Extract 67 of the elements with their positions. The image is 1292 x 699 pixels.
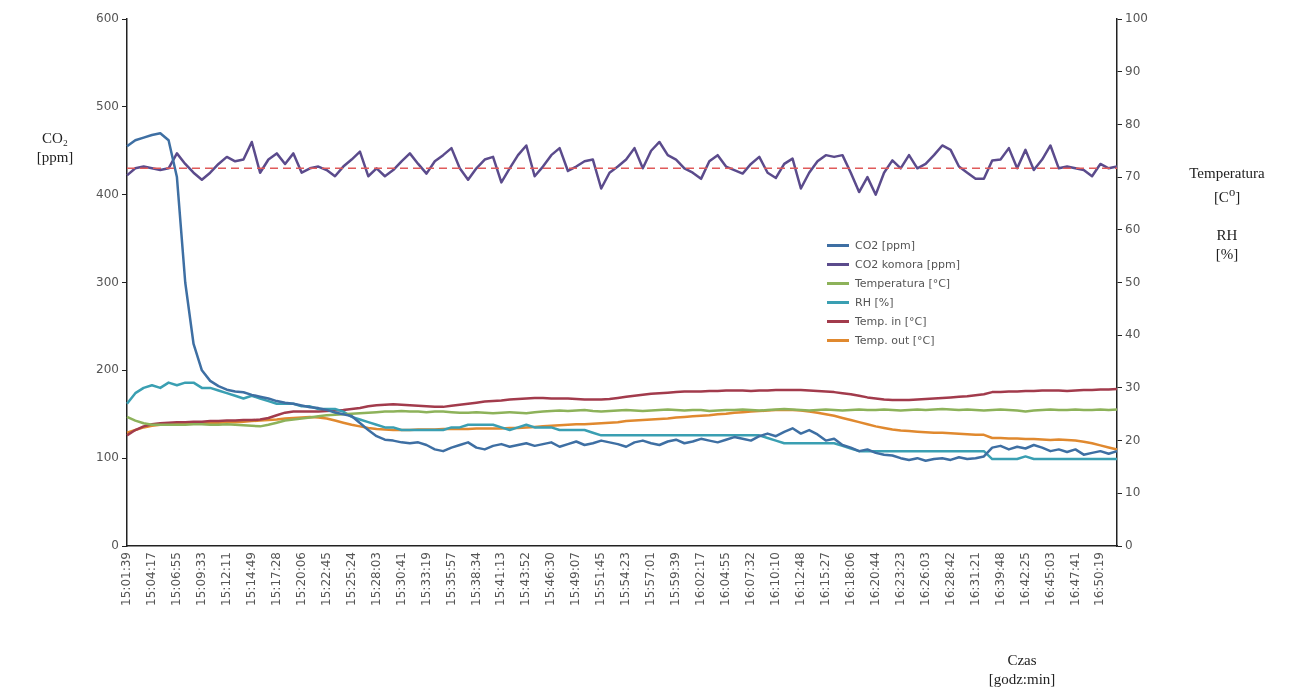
- y-tick-label: 100: [96, 450, 119, 465]
- y2-tick-label: 30: [1125, 380, 1141, 395]
- y2-tick-label: 0: [1125, 538, 1133, 553]
- y2-tick-label: 20: [1125, 432, 1141, 447]
- x-tick-label: 15:06:55: [169, 552, 184, 606]
- x-tick-label: 15:30:41: [393, 552, 408, 606]
- y-tick-label: 200: [96, 362, 119, 377]
- x-tick-label: 16:20:44: [867, 552, 882, 606]
- legend-label: CO2 komora [ppm]: [855, 257, 961, 271]
- y-tick-label: 500: [96, 98, 119, 113]
- y2-tick-label: 50: [1125, 274, 1141, 289]
- y-tick-label: 400: [96, 186, 119, 201]
- x-tick-label: 15:49:07: [568, 552, 583, 606]
- x-tick-label: 16:28:42: [942, 552, 957, 606]
- y2-tick-label: 90: [1125, 63, 1141, 78]
- x-tick-label: 16:15:27: [817, 552, 832, 606]
- x-tick-label: 15:22:45: [318, 552, 333, 606]
- x-tick-label: 16:12:48: [792, 552, 807, 606]
- x-tick-label: 16:47:41: [1067, 552, 1082, 606]
- x-tick-label: 15:41:13: [493, 552, 508, 606]
- x-tick-label: 15:25:24: [343, 552, 358, 606]
- y2-tick-label: 100: [1125, 11, 1148, 26]
- legend-label: Temp. out [°C]: [855, 333, 935, 347]
- x-tick-label: 16:02:17: [693, 552, 708, 606]
- x-tick-label: 15:57:01: [643, 552, 658, 606]
- legend-label: Temp. in [°C]: [855, 314, 927, 328]
- x-tick-label: 16:04:55: [718, 552, 733, 606]
- x-tick-label: 15:28:03: [368, 552, 383, 606]
- y2-tick-label: 80: [1125, 116, 1141, 131]
- x-tick-label: 15:35:57: [443, 552, 458, 606]
- x-tick-label: 16:18:06: [842, 552, 857, 606]
- x-tick-label: 15:59:39: [668, 552, 683, 606]
- x-tick-label: 16:26:03: [917, 552, 932, 606]
- legend-label: Temperatura [°C]: [855, 276, 951, 290]
- text: Temperatura [C$^{o}$] RH [%]: [1189, 165, 1265, 262]
- y-tick-label: 300: [96, 274, 119, 289]
- x-tick-label: 16:39:48: [992, 552, 1007, 606]
- y2-tick-label: 70: [1125, 169, 1141, 184]
- x-tick-label: 16:50:19: [1092, 552, 1107, 606]
- x-tick-label: 16:10:10: [768, 552, 783, 606]
- x-tick-label: 15:12:11: [218, 552, 233, 606]
- x-tick-label: 15:46:30: [543, 552, 558, 606]
- x-tick-label: 15:01:39: [119, 552, 134, 606]
- x-tick-label: 15:09:33: [194, 552, 208, 606]
- y2-tick-label: 40: [1125, 327, 1141, 342]
- x-tick-label: 16:23:23: [892, 552, 907, 606]
- y2-tick-label: 60: [1125, 221, 1141, 236]
- x-tick-label: 15:38:34: [468, 552, 483, 606]
- y2-tick-label: 10: [1125, 485, 1141, 500]
- x-tick-label: 16:45:03: [1042, 552, 1057, 606]
- x-tick-label: 16:07:32: [743, 552, 758, 606]
- x-tick-label: 15:17:28: [268, 552, 283, 606]
- x-tick-label: 15:51:45: [593, 552, 608, 606]
- y-tick-label: 600: [96, 11, 119, 26]
- x-tick-label: 15:04:17: [144, 552, 159, 606]
- y-axis-title: CO₂ [ppm]: [35, 129, 75, 167]
- y-tick-label: 0: [111, 538, 119, 553]
- x-tick-label: 16:31:21: [967, 552, 982, 606]
- x-tick-label: 15:14:49: [243, 552, 258, 606]
- x-tick-label: 16:42:25: [1017, 552, 1032, 606]
- x-axis-title: Czas [godz:min]: [987, 651, 1057, 689]
- x-tick-label: 15:43:52: [518, 552, 533, 606]
- legend-label: CO2 [ppm]: [855, 238, 916, 252]
- x-tick-label: 15:54:23: [618, 552, 633, 606]
- x-tick-label: 15:20:06: [293, 552, 308, 606]
- legend-label: RH [%]: [855, 295, 894, 309]
- x-tick-label: 15:33:19: [418, 552, 433, 606]
